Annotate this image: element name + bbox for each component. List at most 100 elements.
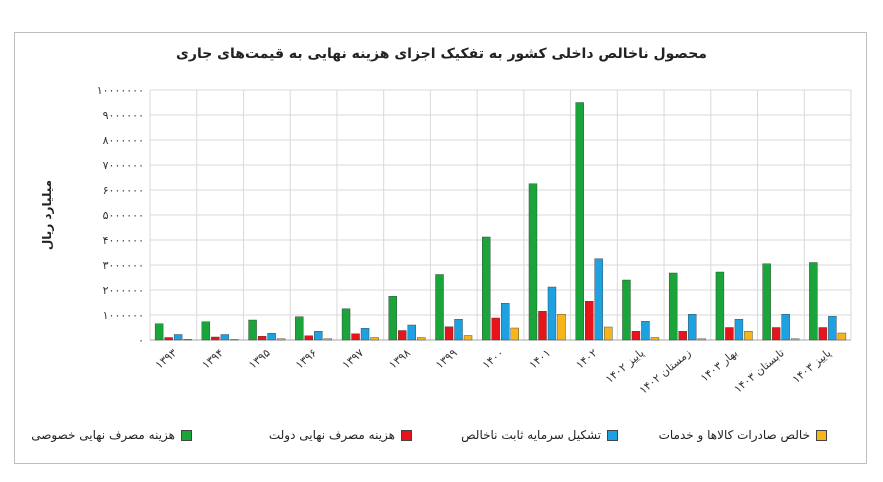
bar [762, 263, 771, 341]
x-tick-label: ۱۳۹۶ [293, 346, 319, 371]
bar [790, 338, 800, 341]
x-tick-label: ۱۳۹۸ [386, 346, 413, 371]
y-tick-label: ۵۰۰۰۰۰۰ [103, 209, 144, 222]
bar [594, 258, 603, 341]
x-tick-label: ۱۴۰۱ [527, 346, 553, 371]
y-tick-label: ۳۰۰۰۰۰۰ [103, 259, 144, 272]
legend-label: هزینه مصرف نهایی دولت [268, 428, 395, 442]
x-tick-label: ۱۳۹۳ [153, 346, 180, 371]
bar [351, 333, 360, 341]
legend-swatch [181, 429, 192, 441]
bar [388, 296, 397, 341]
legend-item: هزینه مصرف نهایی خصوصی [31, 425, 192, 445]
bar [575, 102, 584, 341]
y-tick-label: ۸۰۰۰۰۰۰ [103, 134, 144, 147]
x-tick-label: پاییز ۱۴۰۳ [790, 346, 834, 386]
bar [314, 331, 323, 341]
legend-item: خالص صادرات کالاها و خدمات [659, 425, 827, 445]
bar [538, 311, 547, 341]
bar [697, 338, 706, 341]
bar [220, 334, 230, 341]
bar [510, 327, 519, 341]
bar [398, 330, 407, 341]
bar [201, 321, 211, 341]
bar [407, 324, 416, 341]
bar [491, 317, 500, 341]
legend-item: تشکیل سرمایه ثابت ناخالص [461, 425, 618, 445]
y-tick-label: ۱۰۰۰۰۰۰ [103, 309, 144, 322]
bar [725, 327, 734, 341]
bar [267, 333, 276, 341]
bar [501, 303, 510, 341]
bar [304, 335, 314, 341]
bar [650, 337, 660, 341]
x-tick-label: ۱۳۹۴ [200, 346, 227, 371]
x-tick-label: ۱۳۹۹ [433, 346, 460, 371]
legend-item: هزینه مصرف نهایی دولت [269, 425, 412, 445]
bar [771, 327, 781, 341]
bar [173, 334, 183, 341]
x-tick-label: زمستان ۱۴۰۲ [637, 346, 694, 396]
y-tick-label: ۰ [138, 334, 144, 347]
bar [482, 236, 491, 341]
bar [585, 301, 594, 341]
bar [744, 331, 753, 341]
bar [248, 319, 257, 341]
legend: هزینه مصرف نهایی خصوصی هزینه مصرف نهایی د… [15, 425, 868, 447]
bar [641, 321, 650, 341]
legend-swatch [607, 429, 618, 441]
chart-title: محصول ناخالص داخلی کشور به تفکیک اجزای ه… [176, 46, 707, 62]
bar [687, 314, 697, 341]
bar [528, 183, 538, 341]
bar [837, 332, 847, 341]
bar [463, 335, 473, 341]
y-tick-label: ۷۰۰۰۰۰۰ [103, 159, 144, 172]
legend-label: هزینه مصرف نهایی خصوصی [31, 428, 175, 442]
bar [809, 262, 818, 341]
x-tick-label: ۱۳۹۵ [246, 346, 273, 371]
bar [631, 331, 641, 341]
bar [417, 337, 426, 341]
x-tick-label: بهار ۱۴۰۳ [698, 346, 740, 384]
bar [828, 316, 837, 341]
bar [341, 308, 351, 341]
bar [678, 331, 687, 341]
bar [818, 327, 828, 341]
legend-swatch [401, 429, 412, 441]
bar [715, 271, 725, 341]
chart-frame: محصول ناخالص داخلی کشور به تفکیک اجزای ه… [14, 32, 867, 464]
x-tick-label: ۱۴۰۲ [573, 346, 600, 371]
y-tick-label: ۶۰۰۰۰۰۰ [103, 184, 144, 197]
bar [668, 272, 678, 341]
bar [323, 338, 333, 341]
bar [734, 319, 744, 341]
bar [370, 337, 379, 341]
bar [295, 316, 304, 341]
y-tick-label: ۱۰۰۰۰۰۰۰ [97, 84, 144, 97]
y-axis-label: میلیارد ریال [40, 180, 54, 250]
bar [781, 314, 790, 341]
bar [604, 326, 613, 341]
legend-label: خالص صادرات کالاها و خدمات [658, 428, 810, 442]
bar [435, 274, 444, 341]
bar [183, 339, 192, 341]
bar [211, 336, 220, 341]
bar [547, 286, 557, 341]
chart-plot: ۱۰۰۰۰۰۰۰۹۰۰۰۰۰۰۸۰۰۰۰۰۰۷۰۰۰۰۰۰۶۰۰۰۰۰۰۵۰۰۰… [40, 84, 852, 397]
y-tick-label: ۴۰۰۰۰۰۰ [103, 234, 144, 247]
bar [154, 323, 164, 341]
legend-label: تشکیل سرمایه ثابت ناخالص [461, 428, 601, 442]
x-tick-label: تابستان ۱۴۰۳ [732, 346, 787, 395]
bar [276, 338, 286, 341]
y-tick-label: ۲۰۰۰۰۰۰ [103, 284, 144, 297]
x-tick-label: ۱۴۰۰ [480, 346, 506, 371]
bar [557, 314, 566, 341]
bar [454, 319, 463, 341]
bar [164, 337, 173, 341]
bar [444, 326, 454, 341]
x-tick-label: ۱۳۹۷ [340, 346, 367, 371]
bar [257, 336, 267, 341]
y-tick-label: ۹۰۰۰۰۰۰ [103, 109, 144, 122]
legend-swatch [816, 429, 827, 441]
bar [360, 328, 370, 341]
